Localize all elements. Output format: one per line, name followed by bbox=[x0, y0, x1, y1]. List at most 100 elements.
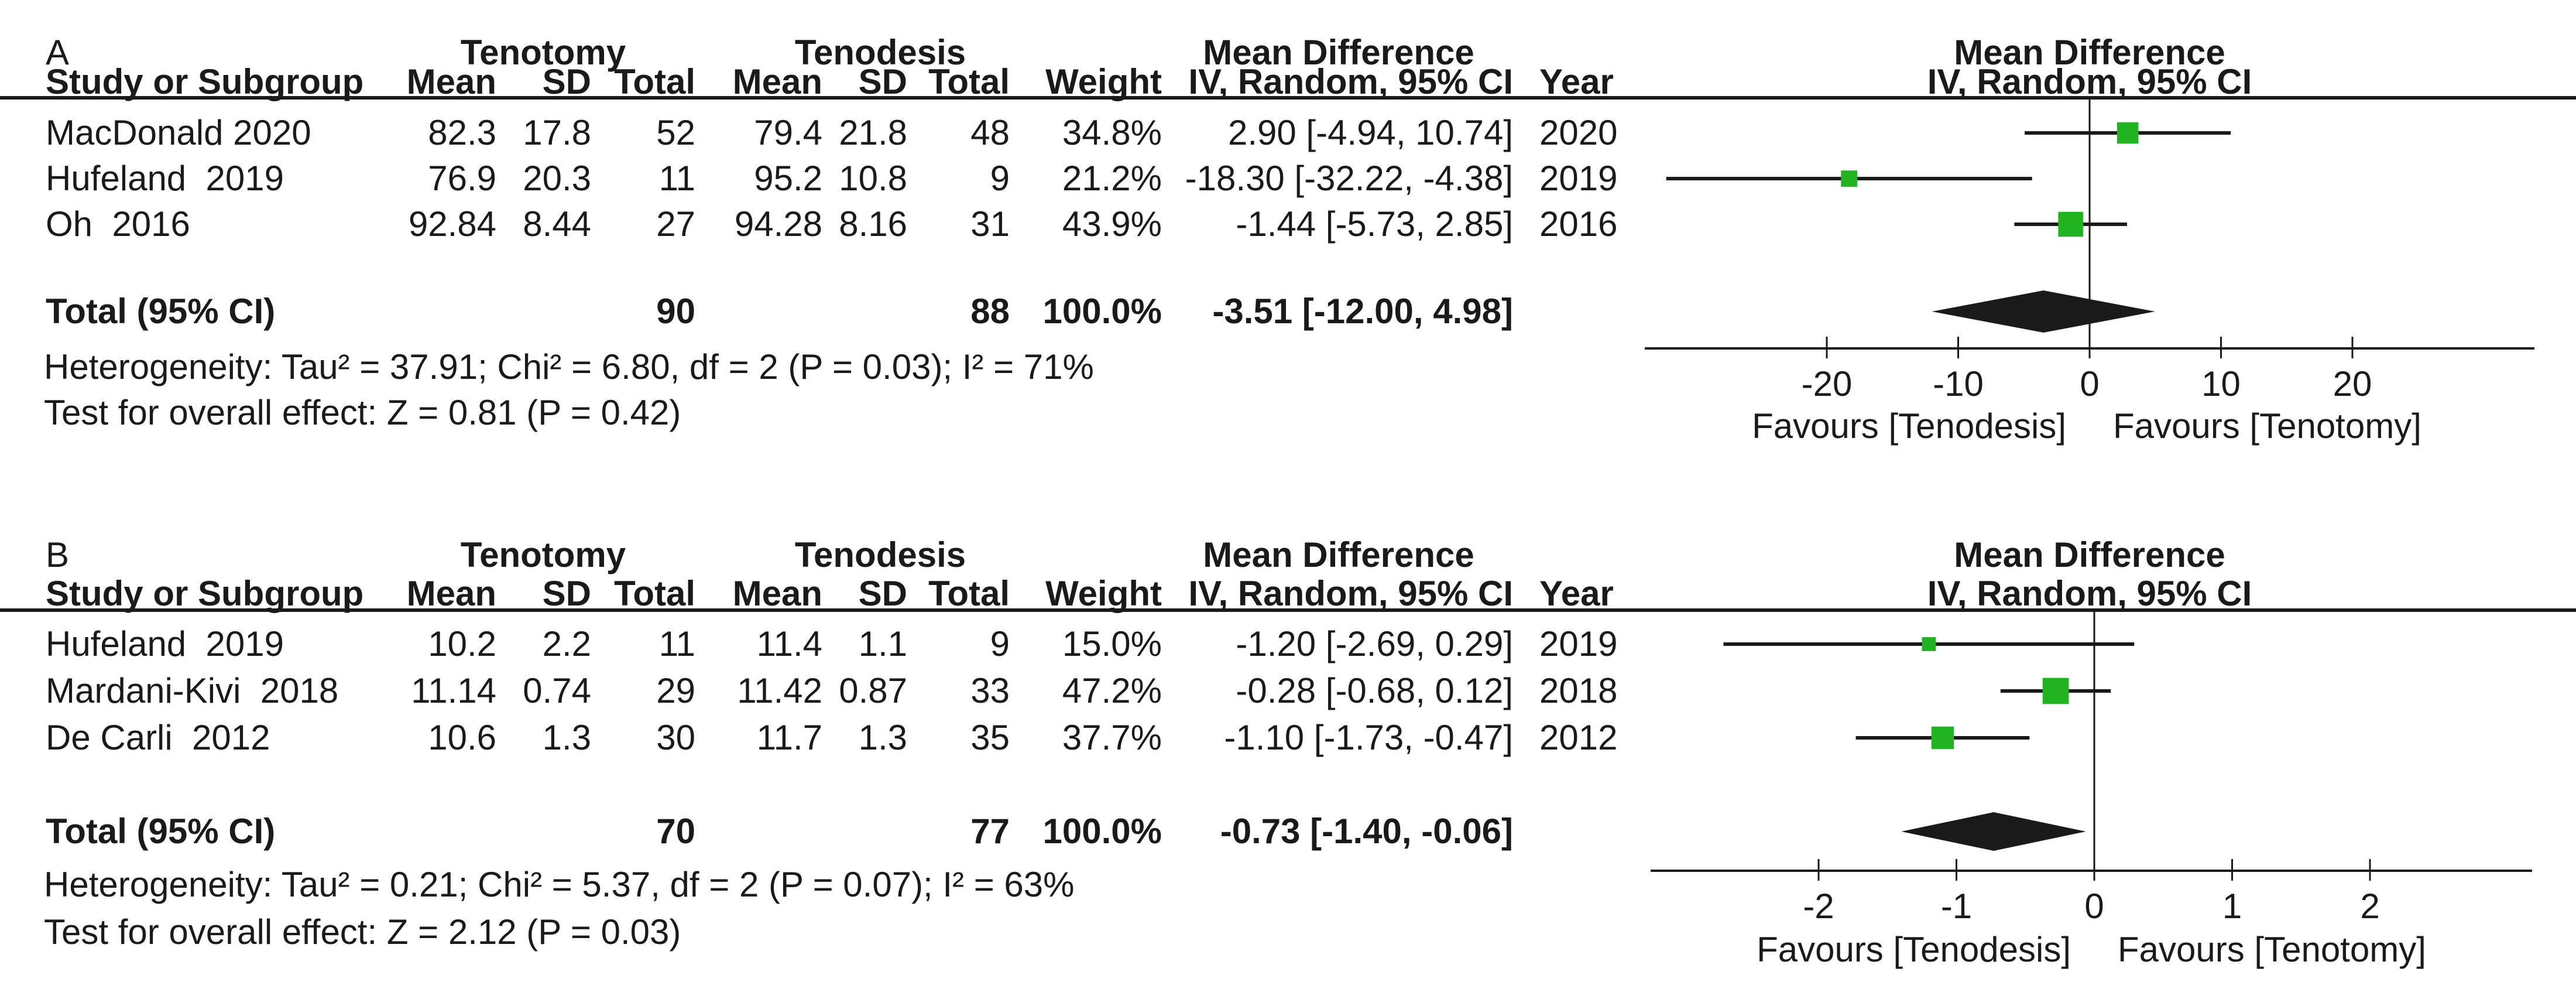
year: 2012 bbox=[1539, 718, 1618, 757]
study-row: De Carli 2012 10.6 1.3 30 11.7 1.3 35 37… bbox=[0, 715, 2576, 761]
total-label: Total (95% CI) bbox=[46, 812, 276, 851]
total-n-tenotomy: 70 bbox=[656, 812, 695, 851]
effect-square bbox=[1841, 170, 1858, 187]
col-header-sd1: SD bbox=[542, 62, 591, 101]
mean-tenotomy: 11.14 bbox=[411, 671, 496, 710]
plot-method-header: IV, Random, 95% CI bbox=[1927, 574, 2252, 613]
sd-tenodesis: 8.16 bbox=[839, 204, 907, 244]
sd-tenotomy: 20.3 bbox=[523, 159, 591, 198]
study-name: MacDonald 2020 bbox=[46, 113, 311, 152]
total-tenodesis: 9 bbox=[990, 624, 1010, 663]
study-name: Hufeland 2019 bbox=[46, 624, 284, 663]
study-row: Hufeland 2019 10.2 2.2 11 11.4 1.1 9 15.… bbox=[0, 621, 2576, 667]
study-row: Hufeland 2019 76.9 20.3 11 95.2 10.8 9 2… bbox=[0, 156, 2576, 201]
year: 2019 bbox=[1539, 159, 1618, 198]
sd-tenodesis: 0.87 bbox=[839, 671, 907, 710]
favours-right-label: Favours [Tenotomy] bbox=[2113, 406, 2421, 446]
sd-tenodesis: 1.1 bbox=[858, 624, 907, 663]
mean-tenodesis: 94.28 bbox=[734, 204, 822, 244]
total-label: Total (95% CI) bbox=[46, 292, 276, 331]
col-header-year: Year bbox=[1539, 574, 1614, 613]
group2-header: Tenodesis bbox=[794, 535, 966, 574]
total-ci-text: -0.73 [-1.40, -0.06] bbox=[1220, 812, 1513, 851]
total-weight: 100.0% bbox=[1042, 812, 1162, 851]
sd-tenotomy: 0.74 bbox=[523, 671, 591, 710]
mean-tenodesis: 95.2 bbox=[754, 159, 822, 198]
sd-tenodesis: 1.3 bbox=[858, 718, 907, 757]
overall-effect-text: Test for overall effect: Z = 0.81 (P = 0… bbox=[44, 393, 681, 432]
plot-method-header: IV, Random, 95% CI bbox=[1927, 62, 2252, 101]
mean-tenodesis: 11.4 bbox=[756, 624, 822, 663]
total-tenotomy: 29 bbox=[656, 671, 695, 710]
mean-tenotomy: 82.3 bbox=[428, 113, 496, 152]
heterogeneity-text: Heterogeneity: Tau² = 37.91; Chi² = 6.80… bbox=[44, 347, 1094, 386]
total-n-tenotomy: 90 bbox=[656, 292, 695, 331]
total-tenodesis: 48 bbox=[970, 113, 1010, 152]
total-n-tenodesis: 88 bbox=[970, 292, 1010, 331]
axis-tick-label: 0 bbox=[2084, 887, 2104, 926]
ci-text: 2.90 [-4.94, 10.74] bbox=[1227, 113, 1513, 152]
col-header-mean1: Mean bbox=[406, 62, 496, 101]
header-rule bbox=[0, 608, 2576, 612]
total-tenotomy: 30 bbox=[656, 718, 695, 757]
weight: 15.0% bbox=[1062, 624, 1162, 663]
axis-tick-label: 1 bbox=[2222, 887, 2242, 926]
total-tenodesis: 9 bbox=[990, 159, 1010, 198]
study-name: De Carli 2012 bbox=[46, 718, 270, 757]
col-header-weight: Weight bbox=[1045, 574, 1162, 613]
col-header-total2: Total bbox=[928, 574, 1010, 613]
heterogeneity-text: Heterogeneity: Tau² = 0.21; Chi² = 5.37,… bbox=[44, 865, 1075, 904]
year: 2016 bbox=[1539, 204, 1618, 244]
axis-tick-label: 2 bbox=[2360, 887, 2379, 926]
total-tenotomy: 11 bbox=[658, 624, 695, 663]
group1-header: Tenotomy bbox=[460, 535, 626, 574]
total-tenodesis: 33 bbox=[970, 671, 1010, 710]
col-header-study: Study or Subgroup bbox=[46, 574, 364, 613]
col-header-total2: Total bbox=[928, 62, 1010, 101]
panel-a-column-header-row: Study or Subgroup Mean SD Total Mean SD … bbox=[0, 59, 2576, 105]
total-tenodesis: 31 bbox=[970, 204, 1010, 244]
ci-text: -18.30 [-32.22, -4.38] bbox=[1185, 159, 1513, 198]
panel-label: A bbox=[46, 33, 70, 72]
total-diamond bbox=[1901, 812, 2086, 851]
total-tenodesis: 35 bbox=[970, 718, 1010, 757]
effect-square bbox=[1922, 637, 1936, 651]
col-header-sd2: SD bbox=[858, 574, 907, 613]
study-row: MacDonald 2020 82.3 17.8 52 79.4 21.8 48… bbox=[0, 110, 2576, 156]
total-diamond bbox=[1932, 290, 2155, 333]
col-header-mean2: Mean bbox=[732, 62, 822, 101]
weight: 47.2% bbox=[1062, 671, 1162, 710]
panel-label: B bbox=[46, 535, 70, 574]
total-n-tenodesis: 77 bbox=[970, 812, 1010, 851]
year: 2018 bbox=[1539, 671, 1618, 710]
header-rule bbox=[0, 96, 2576, 100]
col-header-total1: Total bbox=[614, 574, 695, 613]
study-name: Oh 2016 bbox=[46, 204, 190, 244]
axis-tick-label: -10 bbox=[1933, 364, 1984, 403]
ci-text: -0.28 [-0.68, 0.12] bbox=[1236, 671, 1513, 710]
mean-tenodesis: 11.42 bbox=[737, 671, 822, 710]
study-row: Mardani-Kivi 2018 11.14 0.74 29 11.42 0.… bbox=[0, 668, 2576, 714]
weight: 34.8% bbox=[1062, 113, 1162, 152]
weight: 43.9% bbox=[1062, 204, 1162, 244]
axis-tick-label: -20 bbox=[1802, 364, 1853, 403]
mean-tenotomy: 92.84 bbox=[408, 204, 496, 244]
total-tenotomy: 52 bbox=[656, 113, 695, 152]
axis-tick-label: 0 bbox=[2080, 364, 2099, 403]
study-name: Mardani-Kivi 2018 bbox=[46, 671, 339, 710]
mean-tenotomy: 76.9 bbox=[428, 159, 496, 198]
panel-b-group-header-row: B Tenotomy Tenodesis Mean Difference Mea… bbox=[0, 532, 2576, 578]
sd-tenodesis: 10.8 bbox=[839, 159, 907, 198]
effect-header: Mean Difference bbox=[1203, 33, 1474, 72]
plot-effect-header: Mean Difference bbox=[1954, 33, 2225, 72]
col-header-sd1: SD bbox=[542, 574, 591, 613]
col-header-total1: Total bbox=[614, 62, 695, 101]
effect-header: Mean Difference bbox=[1203, 535, 1474, 574]
sd-tenodesis: 21.8 bbox=[839, 113, 907, 152]
col-header-mean2: Mean bbox=[732, 574, 822, 613]
heterogeneity-row: Heterogeneity: Tau² = 37.91; Chi² = 6.80… bbox=[0, 344, 2576, 390]
col-header-ci: IV, Random, 95% CI bbox=[1188, 62, 1513, 101]
overall-effect-text: Test for overall effect: Z = 2.12 (P = 0… bbox=[44, 912, 681, 952]
